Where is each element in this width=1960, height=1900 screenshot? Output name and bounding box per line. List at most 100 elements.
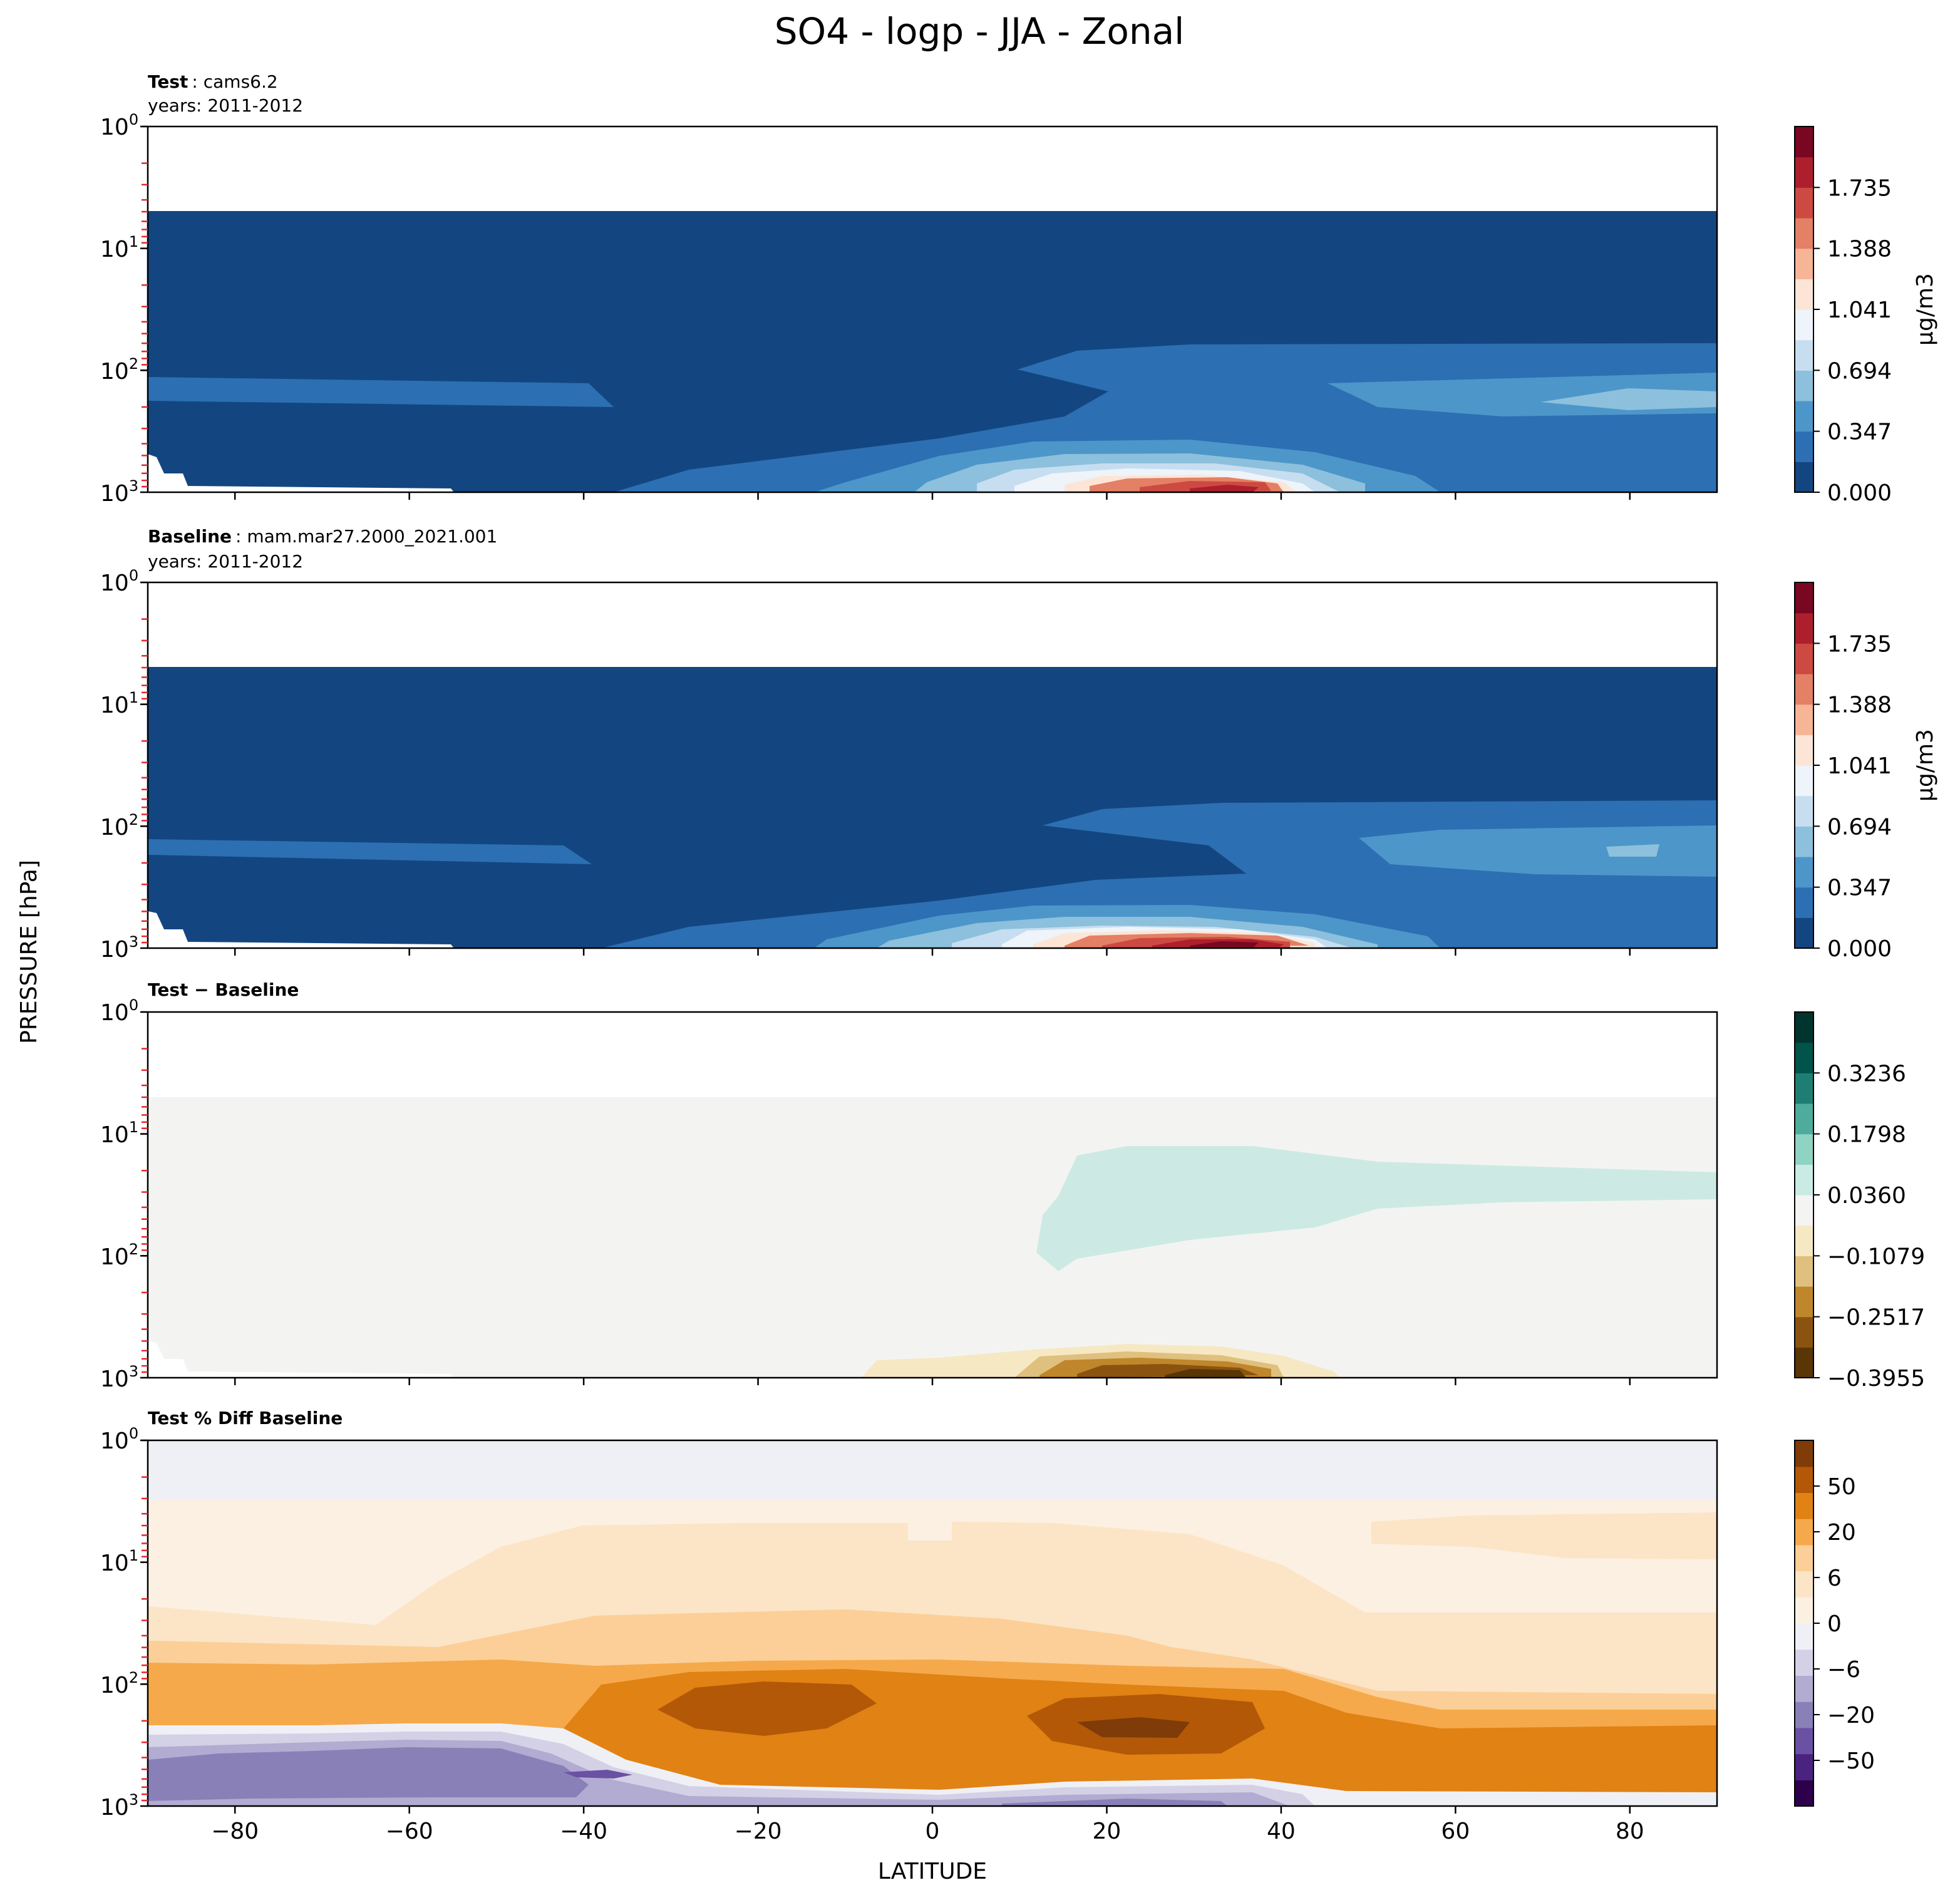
colorbar-tick-label: 0.694 (1827, 814, 1892, 840)
svg-text:101: 101 (100, 1547, 138, 1576)
contour-level-pos-2 (1371, 1512, 1717, 1559)
colorbar-tick-label: 1.735 (1827, 175, 1892, 201)
svg-text:101: 101 (100, 689, 138, 718)
colorbar: 0.000 0.347 0.694 1.041 1.388 1.735 μg/m3 (1794, 582, 1938, 962)
colorbar-segment (1795, 582, 1813, 614)
colorbar-segment (1795, 643, 1813, 674)
colorbar-segment (1795, 1492, 1813, 1519)
colorbar-tick-label: 0.347 (1827, 420, 1892, 445)
contour-level-11 (1190, 941, 1259, 948)
colorbar-segment (1795, 735, 1813, 766)
colorbar-segment (1795, 1012, 1813, 1043)
colorbar-segment (1795, 248, 1813, 279)
colorbar-tick-label: 0.3236 (1827, 1061, 1906, 1087)
x-ticks: −80 −60 −40 −20 0 20 40 60 80 (211, 1806, 1644, 1844)
x-tick-label: −40 (560, 1819, 607, 1844)
colorbar-segment (1795, 612, 1813, 644)
contour-level-1 (148, 377, 614, 407)
colorbar-segment (1795, 370, 1813, 401)
svg-text:100: 100 (100, 996, 138, 1026)
colorbar-tick-label: −0.1079 (1827, 1244, 1925, 1269)
colorbar-segment (1795, 826, 1813, 857)
svg-text:100: 100 (100, 1425, 138, 1454)
colorbar-segment (1795, 1571, 1813, 1598)
contour-level-9 (1190, 485, 1259, 492)
colorbar-tick-label: 1.041 (1827, 753, 1892, 779)
colorbar-tick-label: 6 (1827, 1566, 1842, 1591)
contour-level-pos (1036, 1146, 1717, 1271)
colorbar-segment (1795, 1780, 1813, 1807)
x-tick-label: 60 (1441, 1819, 1470, 1844)
colorbar-tick-label: 0.347 (1827, 875, 1892, 901)
colorbar-tick-label: 20 (1827, 1520, 1856, 1546)
colorbar-segment (1795, 401, 1813, 432)
panel-percent-diff: Test % Diff Baseline 100 101 102 103 (100, 1408, 1875, 1844)
colorbar-segment (1795, 1195, 1813, 1226)
contour-level-neg-3 (1002, 1799, 1227, 1806)
colorbar-tick-label: −6 (1827, 1657, 1860, 1683)
panel-difference: Test − Baseline 100 101 102 103 −0.3955−… (100, 979, 1925, 1392)
contour-field (148, 1440, 1717, 1806)
panel-title: Test: cams6.2 (148, 71, 278, 92)
surface-mask (148, 911, 454, 948)
y-ticks (140, 581, 148, 949)
contour-field (148, 126, 1717, 492)
colorbar-segment (1795, 1649, 1813, 1676)
colorbar-segment (1795, 462, 1813, 493)
contour-level-neutral (148, 1097, 1717, 1378)
contour-level-1 (148, 839, 592, 864)
panel-test: Test: cams6.2 years: 2011-2012 100 101 1… (100, 71, 1938, 507)
svg-text:102: 102 (100, 355, 138, 385)
contour-level-pos-6 (658, 1681, 877, 1736)
contour-level-2 (1359, 825, 1717, 877)
colorbar-segment (1795, 1466, 1813, 1494)
svg-text:102: 102 (100, 1669, 138, 1698)
colorbar-segment (1795, 1225, 1813, 1256)
colorbar-segment (1795, 1286, 1813, 1318)
contour-field (148, 1012, 1717, 1378)
colorbar-segment (1795, 1256, 1813, 1287)
colorbar-segment (1795, 1701, 1813, 1728)
contour-level-3 (1540, 388, 1717, 410)
colorbar-segment (1795, 1753, 1813, 1780)
contour-level-neg-5 (1165, 1369, 1246, 1378)
y-axis: 100 101 102 103 (100, 567, 138, 963)
colorbar-tick-label: 0.000 (1827, 936, 1892, 962)
colorbar-segment (1795, 1133, 1813, 1165)
colorbar-segment (1795, 1440, 1813, 1467)
colorbar-segment (1795, 279, 1813, 310)
x-tick-label: −60 (386, 1819, 433, 1844)
colorbar-tick-label: 1.041 (1827, 297, 1892, 323)
y-ticks (140, 125, 148, 493)
svg-text:101: 101 (100, 1118, 138, 1148)
x-ticks (234, 948, 1631, 956)
colorbar-segment (1795, 1073, 1813, 1104)
colorbar-segment (1795, 1103, 1813, 1135)
x-tick-label: 80 (1616, 1819, 1644, 1844)
colorbar-segment (1795, 704, 1813, 735)
colorbar-segment (1795, 917, 1813, 949)
colorbar-label: μg/m3 (1912, 273, 1938, 346)
colorbar-segment (1795, 339, 1813, 371)
colorbar-tick-label: 0.694 (1827, 358, 1892, 384)
colorbar-segment (1795, 1597, 1813, 1624)
svg-text:103: 103 (100, 477, 138, 507)
panel-title: Baseline: mam.mar27.2000_2021.001 (148, 526, 497, 547)
colorbar-segment (1795, 126, 1813, 158)
colorbar-tick-label: −0.2517 (1827, 1305, 1925, 1331)
colorbar-tick-label: −50 (1827, 1748, 1875, 1774)
colorbar-segment (1795, 674, 1813, 705)
x-ticks (234, 1378, 1631, 1385)
colorbar-tick-label: −20 (1827, 1703, 1875, 1728)
x-tick-label: 20 (1093, 1819, 1122, 1844)
colorbar-tick-label: 1.735 (1827, 631, 1892, 657)
colorbar-tick-label: 0.1798 (1827, 1122, 1906, 1148)
svg-text:101: 101 (100, 233, 138, 262)
colorbar: −50 −20 −6 0 6 20 50 (1794, 1440, 1875, 1807)
colorbar-segment (1795, 1675, 1813, 1702)
panel-title: Test − Baseline (148, 979, 299, 1000)
svg-text:103: 103 (100, 933, 138, 963)
colorbar-segment (1795, 1316, 1813, 1348)
y-ticks (140, 1439, 148, 1807)
panel-subtitle: years: 2011-2012 (148, 95, 303, 116)
